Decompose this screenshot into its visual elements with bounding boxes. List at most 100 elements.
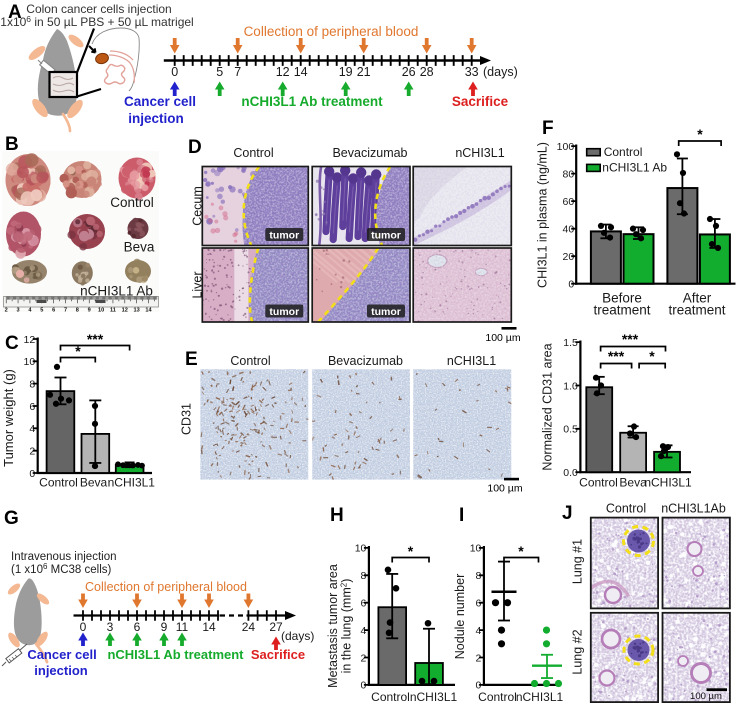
svg-text:Liver: Liver bbox=[191, 271, 205, 298]
svg-text:5: 5 bbox=[40, 308, 43, 314]
svg-text:Control: Control bbox=[606, 502, 646, 516]
svg-text:Beva: Beva bbox=[80, 476, 108, 490]
svg-text:Control: Control bbox=[233, 146, 273, 160]
svg-text:26: 26 bbox=[402, 65, 416, 79]
svg-text:C: C bbox=[5, 333, 19, 354]
svg-text:*: * bbox=[408, 543, 414, 559]
svg-text:*: * bbox=[649, 348, 655, 364]
svg-text:11: 11 bbox=[110, 308, 116, 314]
svg-text:tumor: tumor bbox=[371, 306, 401, 318]
svg-text:10: 10 bbox=[470, 543, 482, 555]
svg-text:***: *** bbox=[87, 331, 104, 347]
svg-text:injection: injection bbox=[34, 663, 88, 678]
svg-text:*: * bbox=[75, 343, 81, 359]
svg-text:in the lung (mm2): in the lung (mm2) bbox=[340, 579, 354, 674]
svg-text:1x106 in 50 µL PBS + 50 µL mat: 1x106 in 50 µL PBS + 50 µL matrigel bbox=[0, 14, 193, 29]
svg-text:8: 8 bbox=[29, 378, 35, 390]
svg-text:5: 5 bbox=[216, 65, 223, 79]
svg-text:Control: Control bbox=[230, 354, 270, 368]
svg-text:100 µm: 100 µm bbox=[485, 332, 520, 344]
svg-text:4: 4 bbox=[29, 423, 35, 435]
svg-text:100 µm: 100 µm bbox=[690, 691, 722, 702]
svg-text:10: 10 bbox=[355, 543, 367, 555]
svg-text:1.5: 1.5 bbox=[563, 337, 578, 349]
svg-text:13: 13 bbox=[134, 308, 140, 314]
svg-text:Beva: Beva bbox=[619, 476, 647, 490]
svg-text:0.5: 0.5 bbox=[563, 424, 578, 436]
svg-text:nCHI3L1: nCHI3L1 bbox=[644, 476, 692, 490]
svg-text:***: *** bbox=[608, 348, 625, 364]
svg-text:nCHI3L1: nCHI3L1 bbox=[410, 690, 458, 704]
svg-text:CD31: CD31 bbox=[180, 403, 194, 435]
svg-text:6: 6 bbox=[52, 308, 55, 314]
svg-text:nCHI3L1 Ab: nCHI3L1 Ab bbox=[602, 160, 667, 174]
svg-text:Tumor weight (g): Tumor weight (g) bbox=[1, 369, 16, 467]
svg-text:0: 0 bbox=[476, 680, 482, 692]
svg-text:Cancer cell: Cancer cell bbox=[27, 647, 96, 662]
svg-text:Collection of peripheral blood: Collection of peripheral blood bbox=[85, 580, 247, 594]
svg-text:2: 2 bbox=[361, 652, 367, 664]
svg-text:12: 12 bbox=[276, 65, 290, 79]
svg-text:6: 6 bbox=[134, 620, 141, 634]
svg-text:24: 24 bbox=[242, 620, 256, 634]
svg-text:Lung #2: Lung #2 bbox=[571, 629, 585, 674]
svg-text:14: 14 bbox=[145, 308, 152, 314]
svg-text:11: 11 bbox=[176, 620, 189, 634]
svg-text:Bevacizumab: Bevacizumab bbox=[332, 146, 407, 160]
svg-text:7: 7 bbox=[64, 308, 67, 314]
svg-text:6: 6 bbox=[29, 401, 35, 413]
svg-text:E: E bbox=[185, 349, 198, 370]
svg-text:*: * bbox=[697, 126, 703, 142]
svg-text:8: 8 bbox=[476, 570, 482, 582]
svg-text:0: 0 bbox=[80, 620, 87, 634]
svg-text:8: 8 bbox=[76, 308, 79, 314]
svg-text:100 µm: 100 µm bbox=[487, 483, 522, 495]
svg-text:0: 0 bbox=[361, 680, 367, 692]
svg-text:Control: Control bbox=[478, 690, 517, 704]
svg-text:tumor: tumor bbox=[269, 230, 299, 242]
svg-text:D: D bbox=[188, 137, 202, 158]
svg-text:2: 2 bbox=[476, 652, 482, 664]
svg-text:6: 6 bbox=[361, 598, 367, 610]
svg-text:Control: Control bbox=[371, 690, 410, 704]
svg-text:14: 14 bbox=[202, 620, 216, 634]
svg-text:treatment: treatment bbox=[668, 303, 725, 318]
svg-text:treatment: treatment bbox=[593, 303, 650, 318]
svg-text:A: A bbox=[8, 2, 22, 23]
svg-text:4: 4 bbox=[28, 308, 32, 314]
svg-text:Beva: Beva bbox=[124, 240, 155, 255]
svg-text:nCHI3L1: nCHI3L1 bbox=[516, 690, 564, 704]
svg-text:Cancer cell: Cancer cell bbox=[124, 94, 196, 109]
svg-text:***: *** bbox=[622, 331, 639, 347]
svg-text:3: 3 bbox=[107, 620, 114, 634]
svg-text:0: 0 bbox=[171, 65, 178, 79]
svg-text:9: 9 bbox=[88, 308, 91, 314]
svg-text:33: 33 bbox=[465, 65, 479, 79]
svg-text:After: After bbox=[683, 291, 712, 306]
svg-text:Normalized CD31 area: Normalized CD31 area bbox=[541, 343, 555, 470]
svg-text:Cecum: Cecum bbox=[191, 186, 205, 226]
svg-text:Collection of peripheral blood: Collection of peripheral blood bbox=[244, 24, 419, 39]
svg-text:1.0: 1.0 bbox=[563, 380, 578, 392]
svg-text:tumor: tumor bbox=[269, 306, 299, 318]
svg-text:12: 12 bbox=[24, 334, 36, 346]
svg-text:12: 12 bbox=[122, 308, 128, 314]
svg-text:9: 9 bbox=[161, 620, 168, 634]
svg-text:14: 14 bbox=[294, 65, 308, 79]
svg-text:3: 3 bbox=[16, 308, 19, 314]
svg-text:Bevacizumab: Bevacizumab bbox=[328, 354, 403, 368]
svg-text:Intravenous injection: Intravenous injection bbox=[11, 551, 116, 563]
svg-text:Lung #1: Lung #1 bbox=[571, 539, 585, 584]
svg-text:nCHI3L1: nCHI3L1 bbox=[108, 476, 156, 490]
svg-text:nCHI3L1 Ab: nCHI3L1 Ab bbox=[80, 284, 153, 299]
svg-text:Colon cancer cells injection: Colon cancer cells injection bbox=[26, 2, 171, 16]
svg-text:(days): (days) bbox=[281, 629, 314, 643]
svg-text:8: 8 bbox=[361, 570, 367, 582]
svg-text:6: 6 bbox=[476, 598, 482, 610]
svg-text:injection: injection bbox=[128, 111, 184, 126]
svg-text:Control: Control bbox=[579, 476, 618, 490]
svg-text:0.0: 0.0 bbox=[563, 467, 578, 479]
svg-text:Metastasis tumor area: Metastasis tumor area bbox=[326, 564, 340, 688]
svg-text:10: 10 bbox=[98, 308, 104, 314]
svg-text:100: 100 bbox=[557, 141, 575, 153]
